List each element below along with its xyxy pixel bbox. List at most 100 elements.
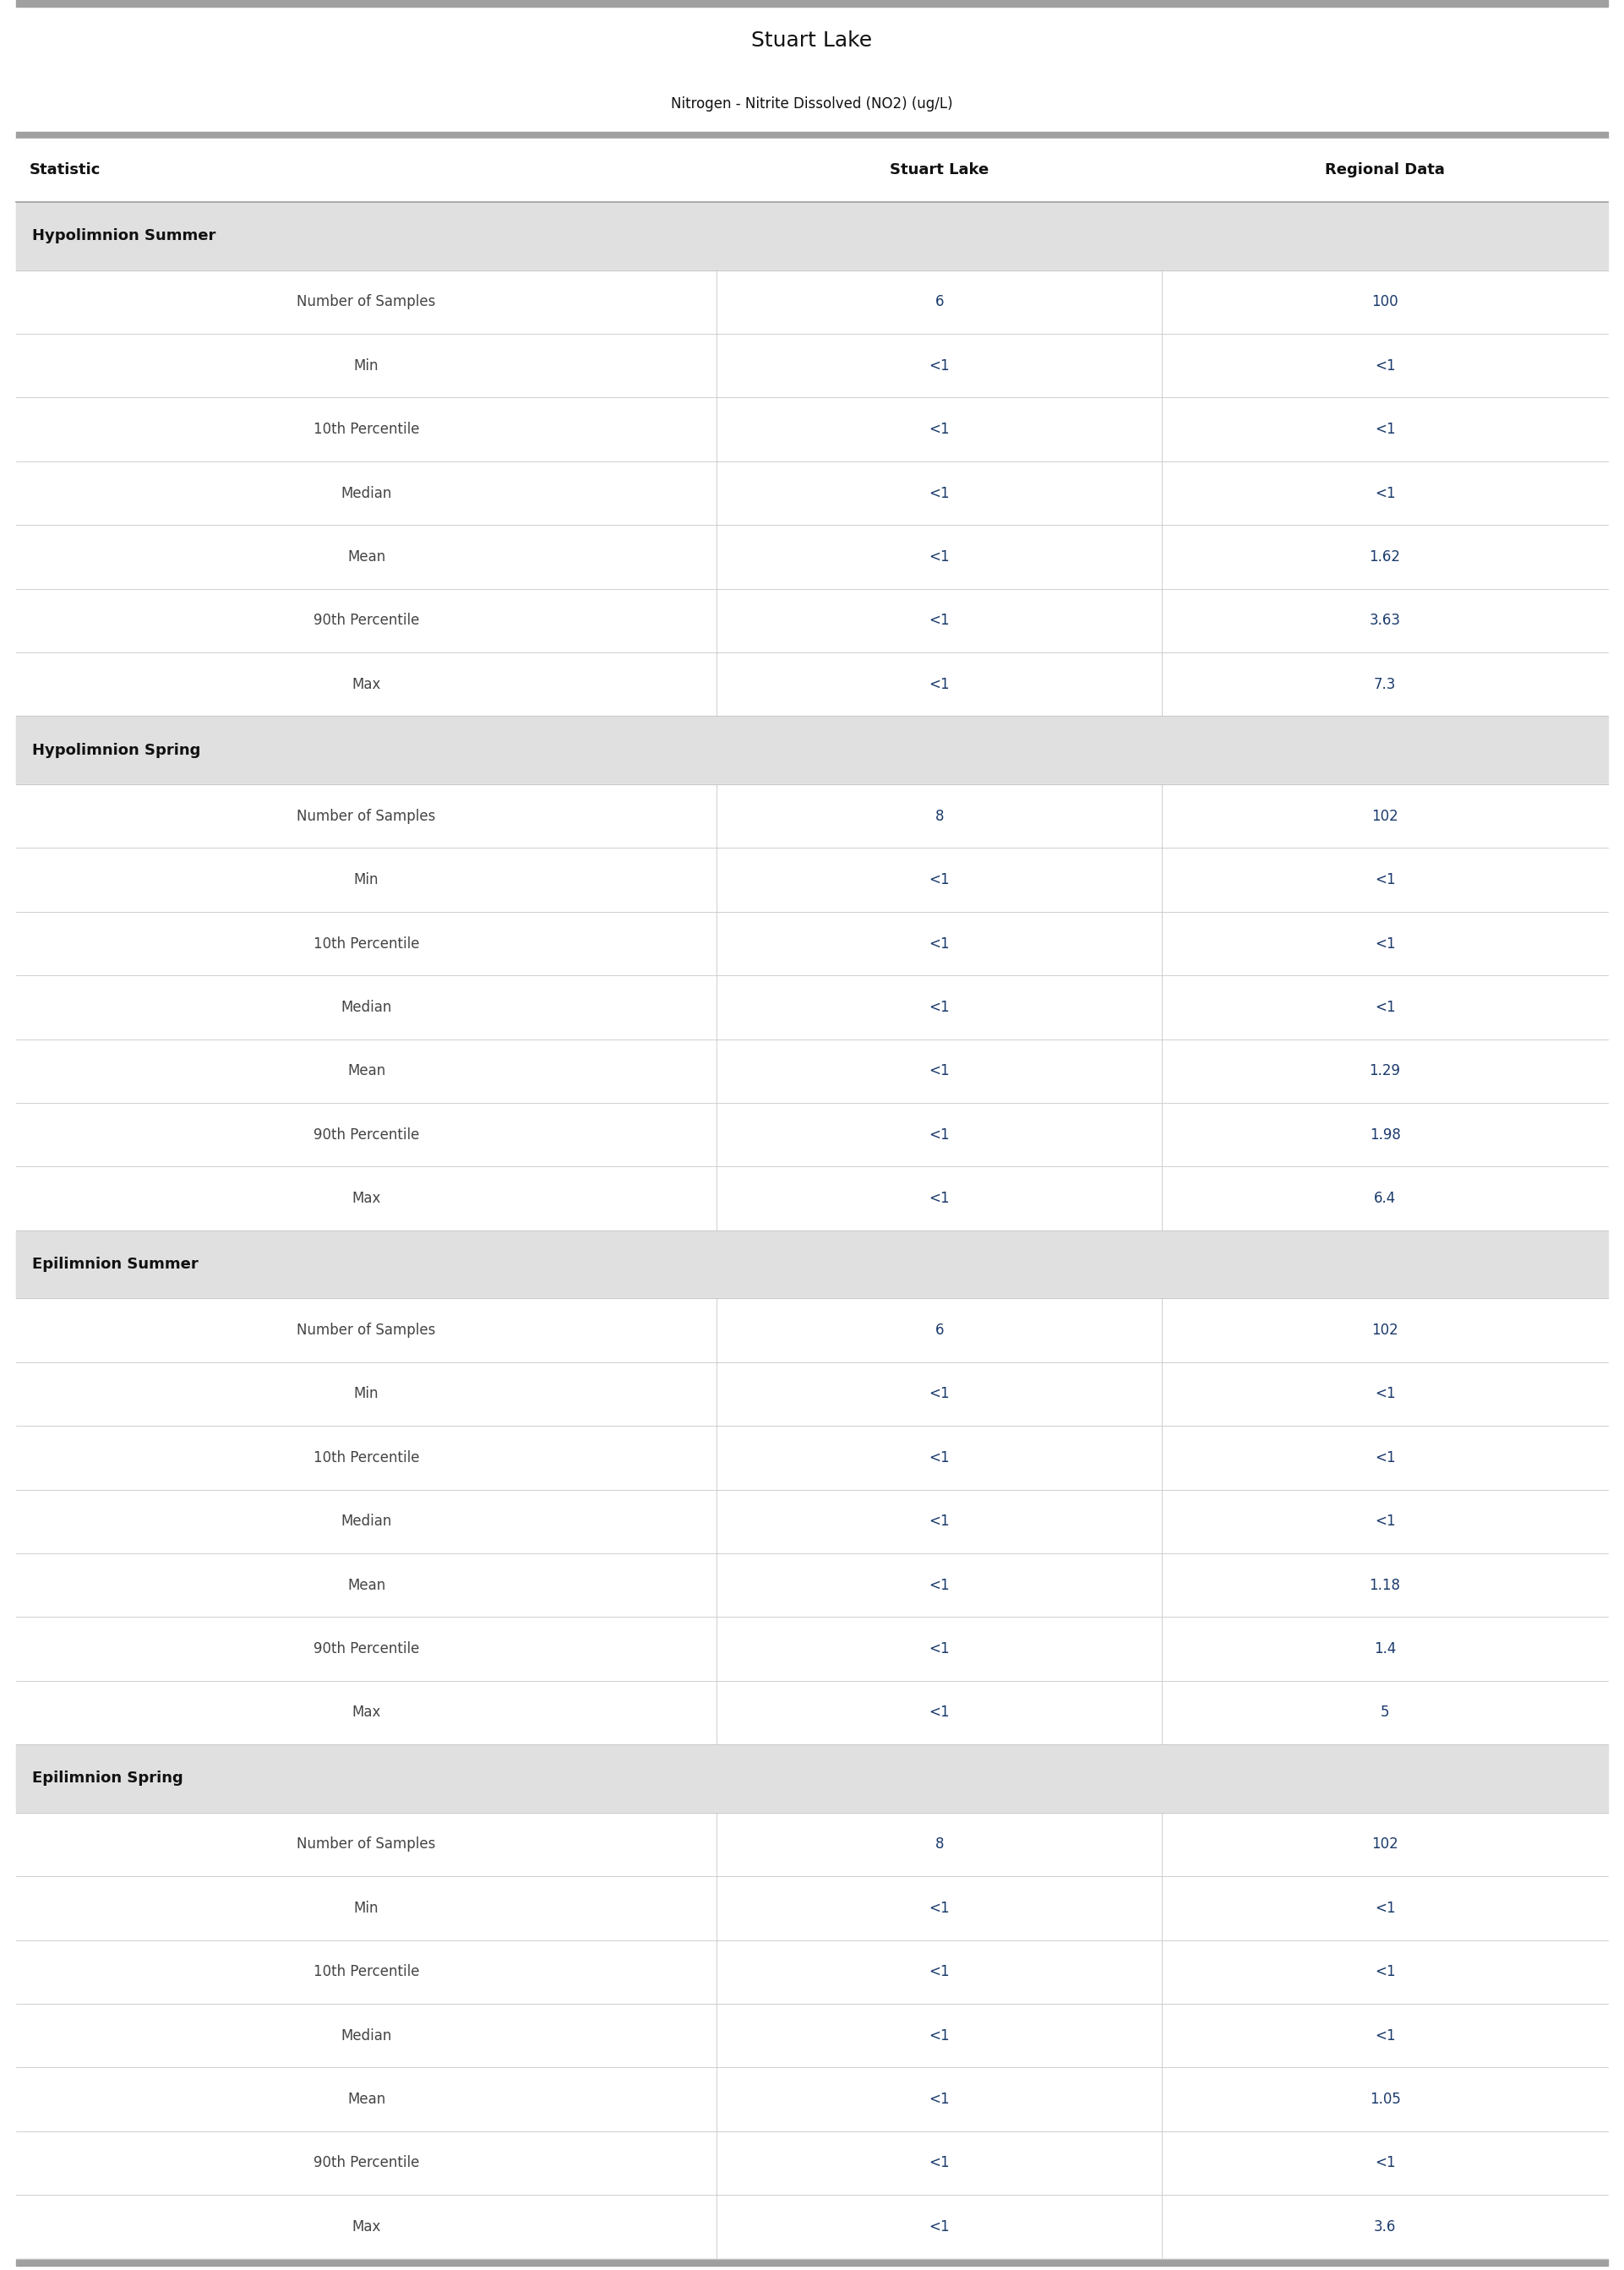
Text: Max: Max xyxy=(352,2220,382,2234)
Text: <1: <1 xyxy=(929,1062,950,1078)
Text: <1: <1 xyxy=(1374,935,1395,951)
Text: 90th Percentile: 90th Percentile xyxy=(313,613,419,629)
Text: Number of Samples: Number of Samples xyxy=(297,808,435,824)
Text: Hypolimnion Spring: Hypolimnion Spring xyxy=(32,742,201,758)
Bar xyxy=(16,202,1608,270)
Bar xyxy=(16,1426,1608,1489)
Bar xyxy=(16,976,1608,1040)
Text: 7.3: 7.3 xyxy=(1374,676,1397,692)
Text: 6: 6 xyxy=(935,295,944,309)
Text: <1: <1 xyxy=(1374,1451,1395,1466)
Text: <1: <1 xyxy=(929,999,950,1015)
Bar xyxy=(16,1167,1608,1230)
Text: Regional Data: Regional Data xyxy=(1325,163,1445,177)
Bar xyxy=(16,138,1608,202)
Bar xyxy=(16,1553,1608,1616)
Bar xyxy=(16,913,1608,976)
Text: <1: <1 xyxy=(929,676,950,692)
Text: <1: <1 xyxy=(1374,1964,1395,1979)
Text: 1.62: 1.62 xyxy=(1369,549,1400,565)
Bar xyxy=(16,2068,1608,2132)
Bar xyxy=(16,651,1608,715)
Text: <1: <1 xyxy=(1374,1514,1395,1530)
Text: <1: <1 xyxy=(929,359,950,372)
Text: 10th Percentile: 10th Percentile xyxy=(313,1964,419,1979)
Bar xyxy=(16,132,1608,138)
Text: 102: 102 xyxy=(1372,1323,1398,1337)
Text: Min: Min xyxy=(354,1900,378,1916)
Text: <1: <1 xyxy=(1374,999,1395,1015)
Text: <1: <1 xyxy=(1374,359,1395,372)
Bar xyxy=(16,1877,1608,1941)
Text: Mean: Mean xyxy=(348,549,385,565)
Bar xyxy=(16,849,1608,913)
Text: Number of Samples: Number of Samples xyxy=(297,1836,435,1852)
Text: <1: <1 xyxy=(929,549,950,565)
Text: <1: <1 xyxy=(929,1964,950,1979)
Text: Hypolimnion Summer: Hypolimnion Summer xyxy=(32,229,216,243)
Text: <1: <1 xyxy=(929,1641,950,1657)
Bar xyxy=(16,2132,1608,2195)
Text: 8: 8 xyxy=(935,1836,944,1852)
Text: 1.05: 1.05 xyxy=(1369,2091,1400,2107)
Bar xyxy=(16,1811,1608,1877)
Text: <1: <1 xyxy=(929,1578,950,1594)
Text: Mean: Mean xyxy=(348,2091,385,2107)
Bar xyxy=(16,524,1608,588)
Text: <1: <1 xyxy=(929,613,950,629)
Text: Max: Max xyxy=(352,1192,382,1205)
Text: <1: <1 xyxy=(929,1192,950,1205)
Text: Nitrogen - Nitrite Dissolved (NO2) (ug/L): Nitrogen - Nitrite Dissolved (NO2) (ug/L… xyxy=(671,98,953,111)
Text: 100: 100 xyxy=(1372,295,1398,309)
Text: Epilimnion Spring: Epilimnion Spring xyxy=(32,1771,184,1786)
Text: <1: <1 xyxy=(929,422,950,438)
Bar xyxy=(16,334,1608,397)
Text: 5: 5 xyxy=(1380,1705,1390,1721)
Text: Median: Median xyxy=(341,999,391,1015)
Text: Min: Min xyxy=(354,359,378,372)
Bar xyxy=(16,1362,1608,1426)
Text: <1: <1 xyxy=(929,486,950,502)
Text: <1: <1 xyxy=(929,2027,950,2043)
Text: Min: Min xyxy=(354,1387,378,1401)
Text: 1.18: 1.18 xyxy=(1369,1578,1400,1594)
Text: <1: <1 xyxy=(929,1387,950,1401)
Bar xyxy=(16,0,1608,7)
Text: <1: <1 xyxy=(929,1900,950,1916)
Text: Max: Max xyxy=(352,676,382,692)
Text: 90th Percentile: 90th Percentile xyxy=(313,2156,419,2170)
Text: <1: <1 xyxy=(1374,2027,1395,2043)
Text: 8: 8 xyxy=(935,808,944,824)
Bar xyxy=(16,1489,1608,1553)
Text: Statistic: Statistic xyxy=(29,163,101,177)
Text: 90th Percentile: 90th Percentile xyxy=(313,1641,419,1657)
Text: <1: <1 xyxy=(1374,1900,1395,1916)
Text: 6.4: 6.4 xyxy=(1374,1192,1397,1205)
Text: Median: Median xyxy=(341,1514,391,1530)
Text: <1: <1 xyxy=(1374,1387,1395,1401)
Bar xyxy=(16,270,1608,334)
Text: 10th Percentile: 10th Percentile xyxy=(313,422,419,438)
Text: Max: Max xyxy=(352,1705,382,1721)
Bar xyxy=(16,783,1608,849)
Bar xyxy=(16,397,1608,461)
Text: <1: <1 xyxy=(1374,486,1395,502)
Text: Median: Median xyxy=(341,486,391,502)
Bar xyxy=(16,1941,1608,2004)
Text: Number of Samples: Number of Samples xyxy=(297,1323,435,1337)
Text: Stuart Lake: Stuart Lake xyxy=(752,30,872,50)
Text: <1: <1 xyxy=(929,2156,950,2170)
Text: 3.63: 3.63 xyxy=(1369,613,1400,629)
Bar xyxy=(16,588,1608,651)
Text: 1.29: 1.29 xyxy=(1369,1062,1400,1078)
Text: 1.98: 1.98 xyxy=(1369,1128,1400,1142)
Text: <1: <1 xyxy=(1374,422,1395,438)
Bar xyxy=(16,1103,1608,1167)
Text: <1: <1 xyxy=(1374,2156,1395,2170)
Text: <1: <1 xyxy=(929,935,950,951)
Bar xyxy=(16,461,1608,524)
Bar xyxy=(16,2195,1608,2259)
Bar xyxy=(16,1680,1608,1743)
Bar xyxy=(16,1616,1608,1680)
Text: <1: <1 xyxy=(929,2091,950,2107)
